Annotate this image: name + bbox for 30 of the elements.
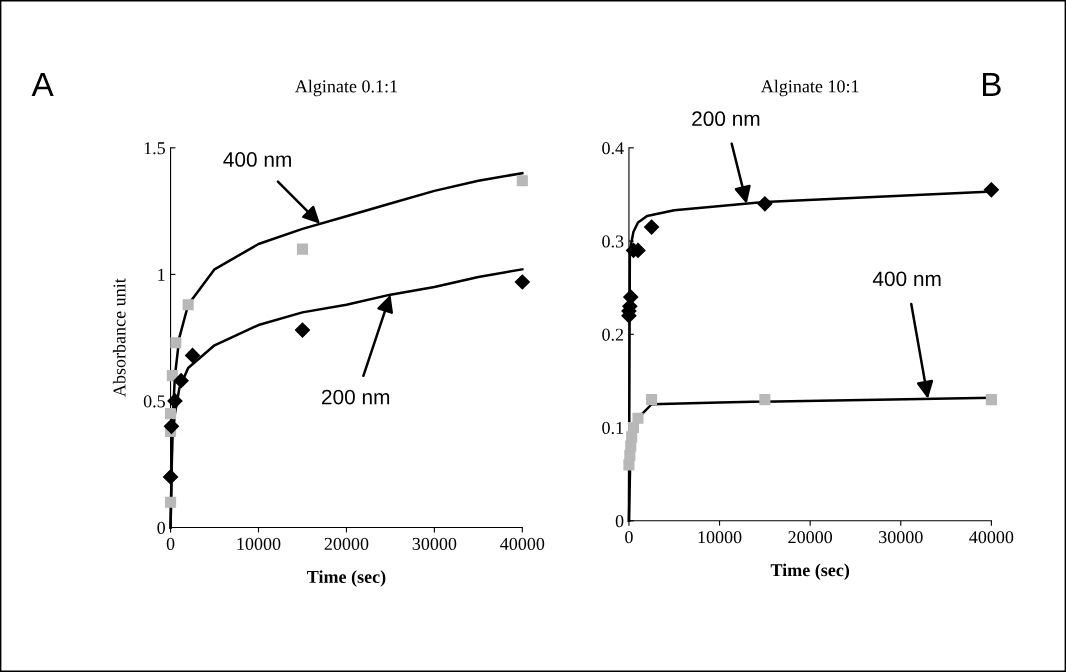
y-tick-label: 0 xyxy=(615,515,624,528)
text: B xyxy=(983,73,1001,96)
y-tick-label: 0.1 xyxy=(602,421,623,435)
x-axis-title: Time (sec) xyxy=(770,563,850,580)
annotation: 400 nm xyxy=(872,271,941,287)
y-axis-title: Absorbance unit xyxy=(112,278,126,397)
y-tick-label: 0.3 xyxy=(602,235,624,248)
y-tick-label: 0.5 xyxy=(143,395,165,408)
annotation: 200 nm xyxy=(322,389,390,405)
y-tick-label: 0.4 xyxy=(602,142,624,155)
y-tick-label: 0.2 xyxy=(602,328,624,341)
x-tick-label: 40000 xyxy=(969,531,1014,544)
x-tick-label: 20000 xyxy=(324,537,369,550)
y-tick-label: 1.5 xyxy=(144,142,165,155)
x-tick-label: 30000 xyxy=(412,537,457,550)
x-tick-label: 10000 xyxy=(698,531,742,544)
x-tick-label: 40000 xyxy=(500,537,545,550)
x-tick-label: 10000 xyxy=(237,537,281,550)
y-tick-label: 0 xyxy=(157,521,166,534)
chart-title: Alginate 10:1 xyxy=(760,79,859,97)
annotation: 200 nm xyxy=(692,111,760,127)
y-tick-label: 1 xyxy=(158,268,165,281)
text: A xyxy=(31,73,54,96)
x-tick-label: 0 xyxy=(166,537,175,550)
x-axis-title: Time (sec) xyxy=(307,570,386,587)
chart-title: Alginate 0.1:1 xyxy=(294,79,398,97)
x-tick-label: 30000 xyxy=(879,531,923,544)
x-tick-label: 0 xyxy=(625,531,633,544)
annotation: 400 nm xyxy=(223,152,291,167)
x-tick-label: 20000 xyxy=(788,531,833,544)
